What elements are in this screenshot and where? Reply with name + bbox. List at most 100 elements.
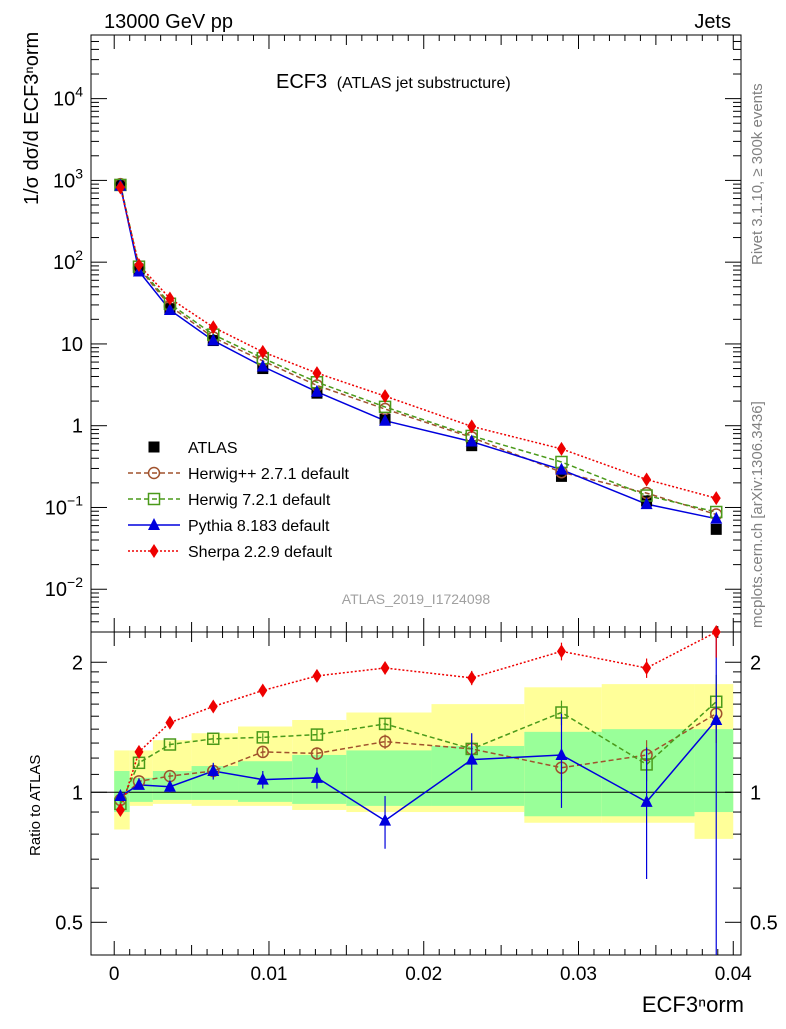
y-tick-label-ratio-right: 1 — [750, 782, 761, 804]
data-point-ratio-3 — [208, 699, 218, 714]
chart-title: ECF3 (ATLAS jet substructure) — [276, 71, 511, 93]
y-tick-label-main: 10−1 — [45, 492, 83, 519]
main-panel-frame — [90, 34, 742, 633]
data-point-ratio-2 — [256, 772, 269, 785]
y-axis-label-main: 1/σ dσ/d ECF3ⁿorm — [21, 32, 43, 205]
series-line-main-0 — [119, 183, 717, 516]
data-point-ratio-1 — [378, 717, 392, 731]
data-point-ratio-2 — [132, 777, 145, 790]
data-point-ratio-2 — [114, 789, 127, 802]
data-point-ratio-1 — [310, 728, 324, 741]
data-point-ratio-2 — [710, 713, 723, 726]
legend: ATLAS Herwig++ 2.7.1 default Herwig 7.2.1 … — [128, 440, 350, 561]
x-tick-label: 0.02 — [405, 964, 442, 985]
legend-marker — [148, 518, 160, 530]
data-point-ratio-2 — [163, 779, 176, 792]
x-tick-label: 0.01 — [250, 964, 287, 985]
data-point-main-3 — [642, 472, 652, 487]
data-point-main-2 — [207, 333, 220, 346]
y-tick-label-main: 10−2 — [45, 574, 83, 601]
legend-label: Pythia 8.183 default — [188, 518, 330, 535]
mcplots-label: mcplots.cern.ch [arXiv:1306.3436] — [749, 401, 766, 628]
data-point-main-2 — [640, 497, 653, 510]
chart-title-main: ECF3 — [276, 71, 327, 93]
data-point-ratio-3 — [642, 660, 652, 675]
data-point-ratio-2 — [379, 813, 392, 826]
data-point-ratio-2 — [555, 747, 568, 760]
data-point-ratio-0 — [256, 745, 270, 759]
x-tick-label: 0 — [109, 964, 120, 985]
data-point-main-3 — [711, 491, 721, 506]
data-point-ratio-0 — [378, 735, 392, 748]
legend-label: ATLAS — [188, 440, 238, 457]
legend-label: Herwig++ 2.7.1 default — [188, 466, 350, 483]
legend-marker — [149, 544, 159, 558]
data-point-ratio-0 — [310, 747, 324, 760]
data-point-ratio-3 — [165, 715, 175, 730]
ratio-panel-frame — [90, 631, 742, 956]
rivet-label: Rivet 3.1.10, ≥ 300k events — [749, 83, 766, 265]
x-tick-label: 0.04 — [715, 964, 752, 985]
y-tick-label-ratio-left: 2 — [72, 652, 83, 674]
header-right: Jets — [694, 11, 731, 33]
series-line-main-1 — [119, 184, 717, 513]
legend-marker — [147, 492, 161, 506]
data-point-ratio-1 — [256, 731, 270, 744]
data-point-main-2 — [256, 359, 269, 372]
data-point-main-3 — [258, 344, 268, 359]
legend-label: Herwig 7.2.1 default — [188, 492, 331, 509]
data-point-main-2 — [465, 434, 478, 447]
data-point-ratio-3 — [312, 668, 322, 683]
legend-label: Sherpa 2.2.9 default — [188, 544, 333, 561]
axis-ticks: 0 0.01 0.02 0.03 0.04 10−2 10−1 1 10 102 103 104 0.5… — [45, 34, 778, 985]
data-point-main-2 — [555, 462, 568, 475]
legend-marker — [148, 441, 160, 453]
x-axis-label: ECF3ⁿorm — [642, 992, 744, 1017]
y-tick-label-main: 10 — [61, 334, 83, 356]
y-tick-label-main: 104 — [53, 84, 83, 111]
y-tick-label-ratio-left: 1 — [72, 782, 83, 804]
y-tick-label-main: 103 — [53, 165, 83, 192]
legend-marker — [147, 466, 161, 480]
y-tick-label-main: 102 — [53, 247, 83, 274]
data-point-ratio-1 — [207, 732, 220, 746]
series-line-main-3 — [119, 187, 717, 499]
data-point-ratio-3 — [467, 670, 477, 685]
data-point-ratio-2 — [207, 764, 220, 777]
ratio-band-inner — [346, 750, 432, 806]
data-point-atlas — [555, 470, 567, 482]
data-point-main-3 — [556, 441, 566, 456]
series-line-ratio-3 — [119, 631, 717, 811]
header-left: 13000 GeV pp — [104, 11, 233, 33]
analysis-id: ATLAS_2019_I1724098 — [342, 591, 491, 607]
ratio-band-inner — [694, 729, 734, 813]
y-tick-label-ratio-right: 0.5 — [750, 912, 778, 934]
data-point-atlas — [710, 523, 722, 535]
data-point-ratio-1 — [163, 738, 177, 751]
data-point-ratio-3 — [115, 802, 125, 817]
y-tick-label-ratio-right: 2 — [750, 652, 761, 674]
data-point-ratio-3 — [258, 683, 268, 698]
data-point-main-3 — [134, 258, 144, 273]
data-point-main-3 — [380, 389, 390, 404]
ratio-band-inner — [524, 731, 602, 817]
data-point-ratio-2 — [310, 770, 323, 783]
data-point-ratio-2 — [640, 794, 653, 807]
data-point-main-3 — [165, 291, 175, 306]
data-point-ratio-2 — [465, 752, 478, 765]
x-tick-label: 0.03 — [560, 964, 597, 985]
data-point-main-2 — [163, 303, 176, 316]
chart-subtitle: (ATLAS jet substructure) — [337, 75, 511, 92]
data-point-main-3 — [467, 419, 477, 434]
data-point-ratio-3 — [711, 625, 721, 639]
data-point-main-2 — [710, 511, 723, 524]
data-point-ratio-3 — [134, 744, 144, 759]
data-point-ratio-3 — [380, 660, 390, 675]
data-point-main-3 — [208, 320, 218, 335]
y-tick-label-ratio-left: 0.5 — [55, 912, 83, 934]
data-point-ratio-3 — [556, 644, 566, 659]
data-point-main-2 — [310, 384, 323, 397]
y-axis-label-ratio: Ratio to ATLAS — [27, 755, 44, 856]
